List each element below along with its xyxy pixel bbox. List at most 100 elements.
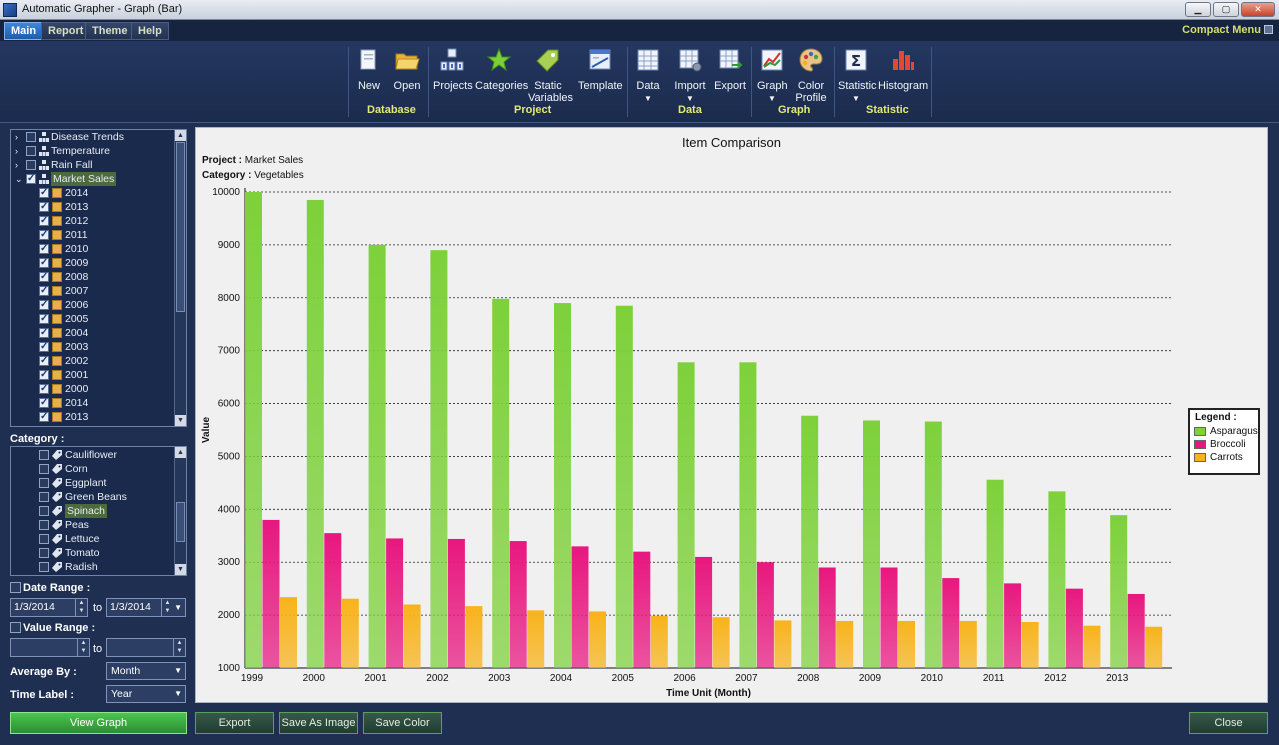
projects-button[interactable]: Projects [433,47,473,92]
view-graph-button[interactable]: View Graph [10,712,187,734]
tree-item-project[interactable]: › Temperature [11,144,186,158]
maximize-button[interactable]: ▢ [1213,2,1239,17]
tree-item-year[interactable]: 2013 [11,410,186,424]
tree-item-project[interactable]: › Rain Fall [11,158,186,172]
tree-item-year[interactable]: 2013 [11,200,186,214]
tree-item-year[interactable]: 2001 [11,368,186,382]
date-to-field[interactable]: 1/3/2014 ▲ ▼ ▼ [106,598,186,617]
category-item[interactable]: Peas [11,518,186,532]
data-button[interactable]: Data ▼ [634,47,662,105]
tree-checkbox[interactable] [39,354,49,368]
tree-checkbox[interactable] [26,146,36,156]
tab-report[interactable]: Report [41,22,91,40]
close-button[interactable]: Close [1189,712,1268,734]
tree-item-year[interactable]: 2005 [11,312,186,326]
color-profile-button[interactable]: Color Profile [794,47,828,104]
close-window-button[interactable]: ✕ [1241,2,1275,17]
tree-checkbox[interactable] [26,132,36,142]
tree-item-year[interactable]: 2014 [11,396,186,410]
tree-checkbox[interactable] [39,410,49,424]
tree-checkbox[interactable] [39,186,49,200]
spin-arrows-icon[interactable]: ▲ ▼ [77,639,89,656]
category-checkbox[interactable] [39,506,49,516]
category-item[interactable]: Eggplant [11,476,186,490]
tree-checkbox[interactable] [39,326,49,340]
category-checkbox[interactable] [39,520,49,530]
tree-item-year[interactable]: 2010 [11,242,186,256]
tree-checkbox[interactable] [39,270,49,284]
tree-item-year[interactable]: 2002 [11,354,186,368]
category-checkbox[interactable] [39,450,49,460]
static-variables-button[interactable]: Static Variables [528,47,573,104]
spin-arrows-icon[interactable]: ▲ ▼ [75,599,87,616]
tree-checkbox[interactable] [39,340,49,354]
save-color-button[interactable]: Save Color [363,712,442,734]
tree-item-year[interactable]: 2008 [11,270,186,284]
tree-checkbox[interactable] [39,214,49,228]
category-checkbox[interactable] [39,492,49,502]
export-button[interactable]: Export [195,712,274,734]
new-button[interactable]: New [355,47,383,92]
statistic-button[interactable]: Σ Statistic ▼ [838,47,877,105]
scrollbar-thumb[interactable] [176,502,185,542]
scroll-down-icon[interactable]: ▼ [175,415,186,426]
save-as-image-button[interactable]: Save As Image [279,712,358,734]
value-from-field[interactable]: ▲ ▼ [10,638,90,657]
category-item[interactable]: Radish [11,560,186,574]
average-by-select[interactable]: Month ▼ [106,662,186,680]
tree-item-year[interactable]: 2012 [11,214,186,228]
category-checkbox[interactable] [39,464,49,474]
spin-arrows-icon[interactable]: ▲ ▼ [161,599,173,616]
import-button[interactable]: Import ▼ [672,47,708,105]
tree-checkbox[interactable] [26,172,36,186]
tree-checkbox[interactable] [39,200,49,214]
tree-item-year[interactable]: 2000 [11,382,186,396]
category-checkbox[interactable] [39,478,49,488]
tree-item-year[interactable]: 2014 [11,186,186,200]
spin-arrows-icon[interactable]: ▲ ▼ [173,639,185,656]
category-checkbox[interactable] [39,534,49,544]
tree-item-year[interactable]: 2009 [11,256,186,270]
tree-checkbox[interactable] [39,368,49,382]
tree-item-project[interactable]: ⌄ Market Sales [11,172,186,186]
tree-checkbox[interactable] [39,298,49,312]
compact-menu-toggle[interactable]: Compact Menu [1182,24,1273,36]
category-scrollbar[interactable]: ▲ ▼ [174,447,186,575]
date-range-checkbox[interactable] [10,582,21,593]
tab-help[interactable]: Help [131,22,169,40]
tree-checkbox[interactable] [39,242,49,256]
scroll-up-icon[interactable]: ▲ [175,447,186,458]
tree-checkbox[interactable] [39,382,49,396]
tree-item-year[interactable]: 2003 [11,340,186,354]
tree-checkbox[interactable] [39,256,49,270]
tree-checkbox[interactable] [39,312,49,326]
project-tree-scrollbar[interactable]: ▲ ▼ [174,130,186,426]
scrollbar-thumb[interactable] [176,142,185,312]
category-item[interactable]: Cauliflower [11,448,186,462]
minimize-button[interactable]: ▁ [1185,2,1211,17]
tree-item-project[interactable]: › Disease Trends [11,130,186,144]
category-item[interactable]: Spinach [11,504,186,518]
tree-item-year[interactable]: 2006 [11,298,186,312]
scroll-down-icon[interactable]: ▼ [175,564,186,575]
category-item[interactable]: Tomato [11,546,186,560]
tree-item-year[interactable]: 2011 [11,228,186,242]
chevron-down-icon[interactable]: ⌄ [15,174,23,184]
category-checkbox[interactable] [39,548,49,558]
chevron-right-icon[interactable]: › [15,132,18,142]
histogram-button[interactable]: Histogram [878,47,928,92]
category-item[interactable]: Green Beans [11,490,186,504]
tree-item-year[interactable]: 2007 [11,284,186,298]
value-range-checkbox[interactable] [10,622,21,633]
date-from-field[interactable]: 1/3/2014 ▲ ▼ [10,598,88,617]
value-to-field[interactable]: ▲ ▼ [106,638,186,657]
tree-checkbox[interactable] [39,396,49,410]
scroll-up-icon[interactable]: ▲ [175,130,186,141]
graph-button[interactable]: Graph ▼ [757,47,788,105]
tab-main[interactable]: Main [4,22,44,40]
tree-item-year[interactable]: 2004 [11,326,186,340]
category-checkbox[interactable] [39,562,49,572]
open-button[interactable]: Open [392,47,422,92]
chevron-right-icon[interactable]: › [15,146,18,156]
tree-checkbox[interactable] [26,160,36,170]
